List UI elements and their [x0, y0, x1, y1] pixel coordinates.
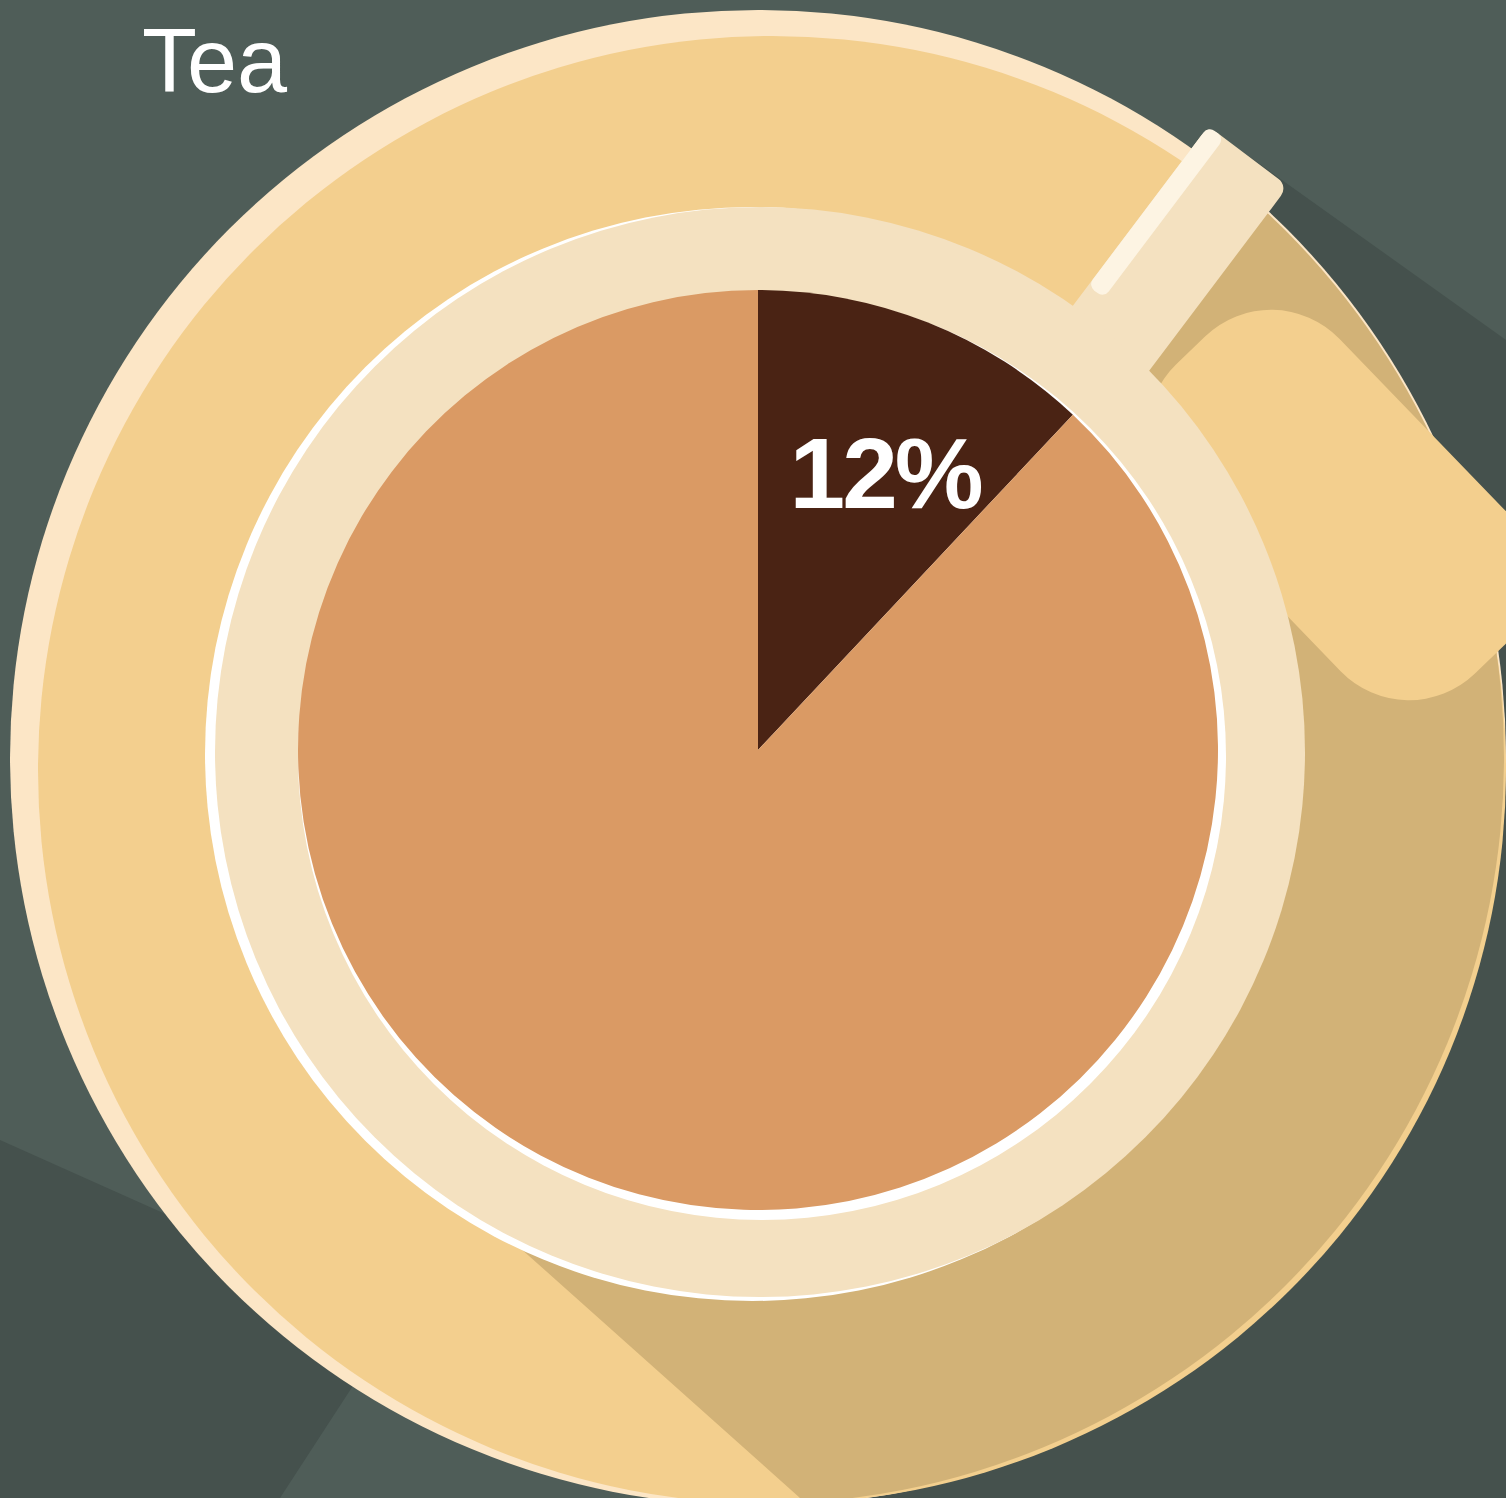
pie-slices: [298, 290, 1218, 1210]
pie-slice: [298, 290, 1218, 1210]
title: Tea: [142, 11, 288, 111]
chart: 12% Tea: [0, 0, 1506, 1498]
pie-labels: 12%: [790, 417, 982, 529]
handle-highlight: [1088, 126, 1224, 298]
cup: [215, 207, 1305, 1297]
saucer-rim: [10, 10, 1506, 1498]
data-label: 12%: [790, 417, 982, 529]
saucer: [38, 36, 1506, 1498]
